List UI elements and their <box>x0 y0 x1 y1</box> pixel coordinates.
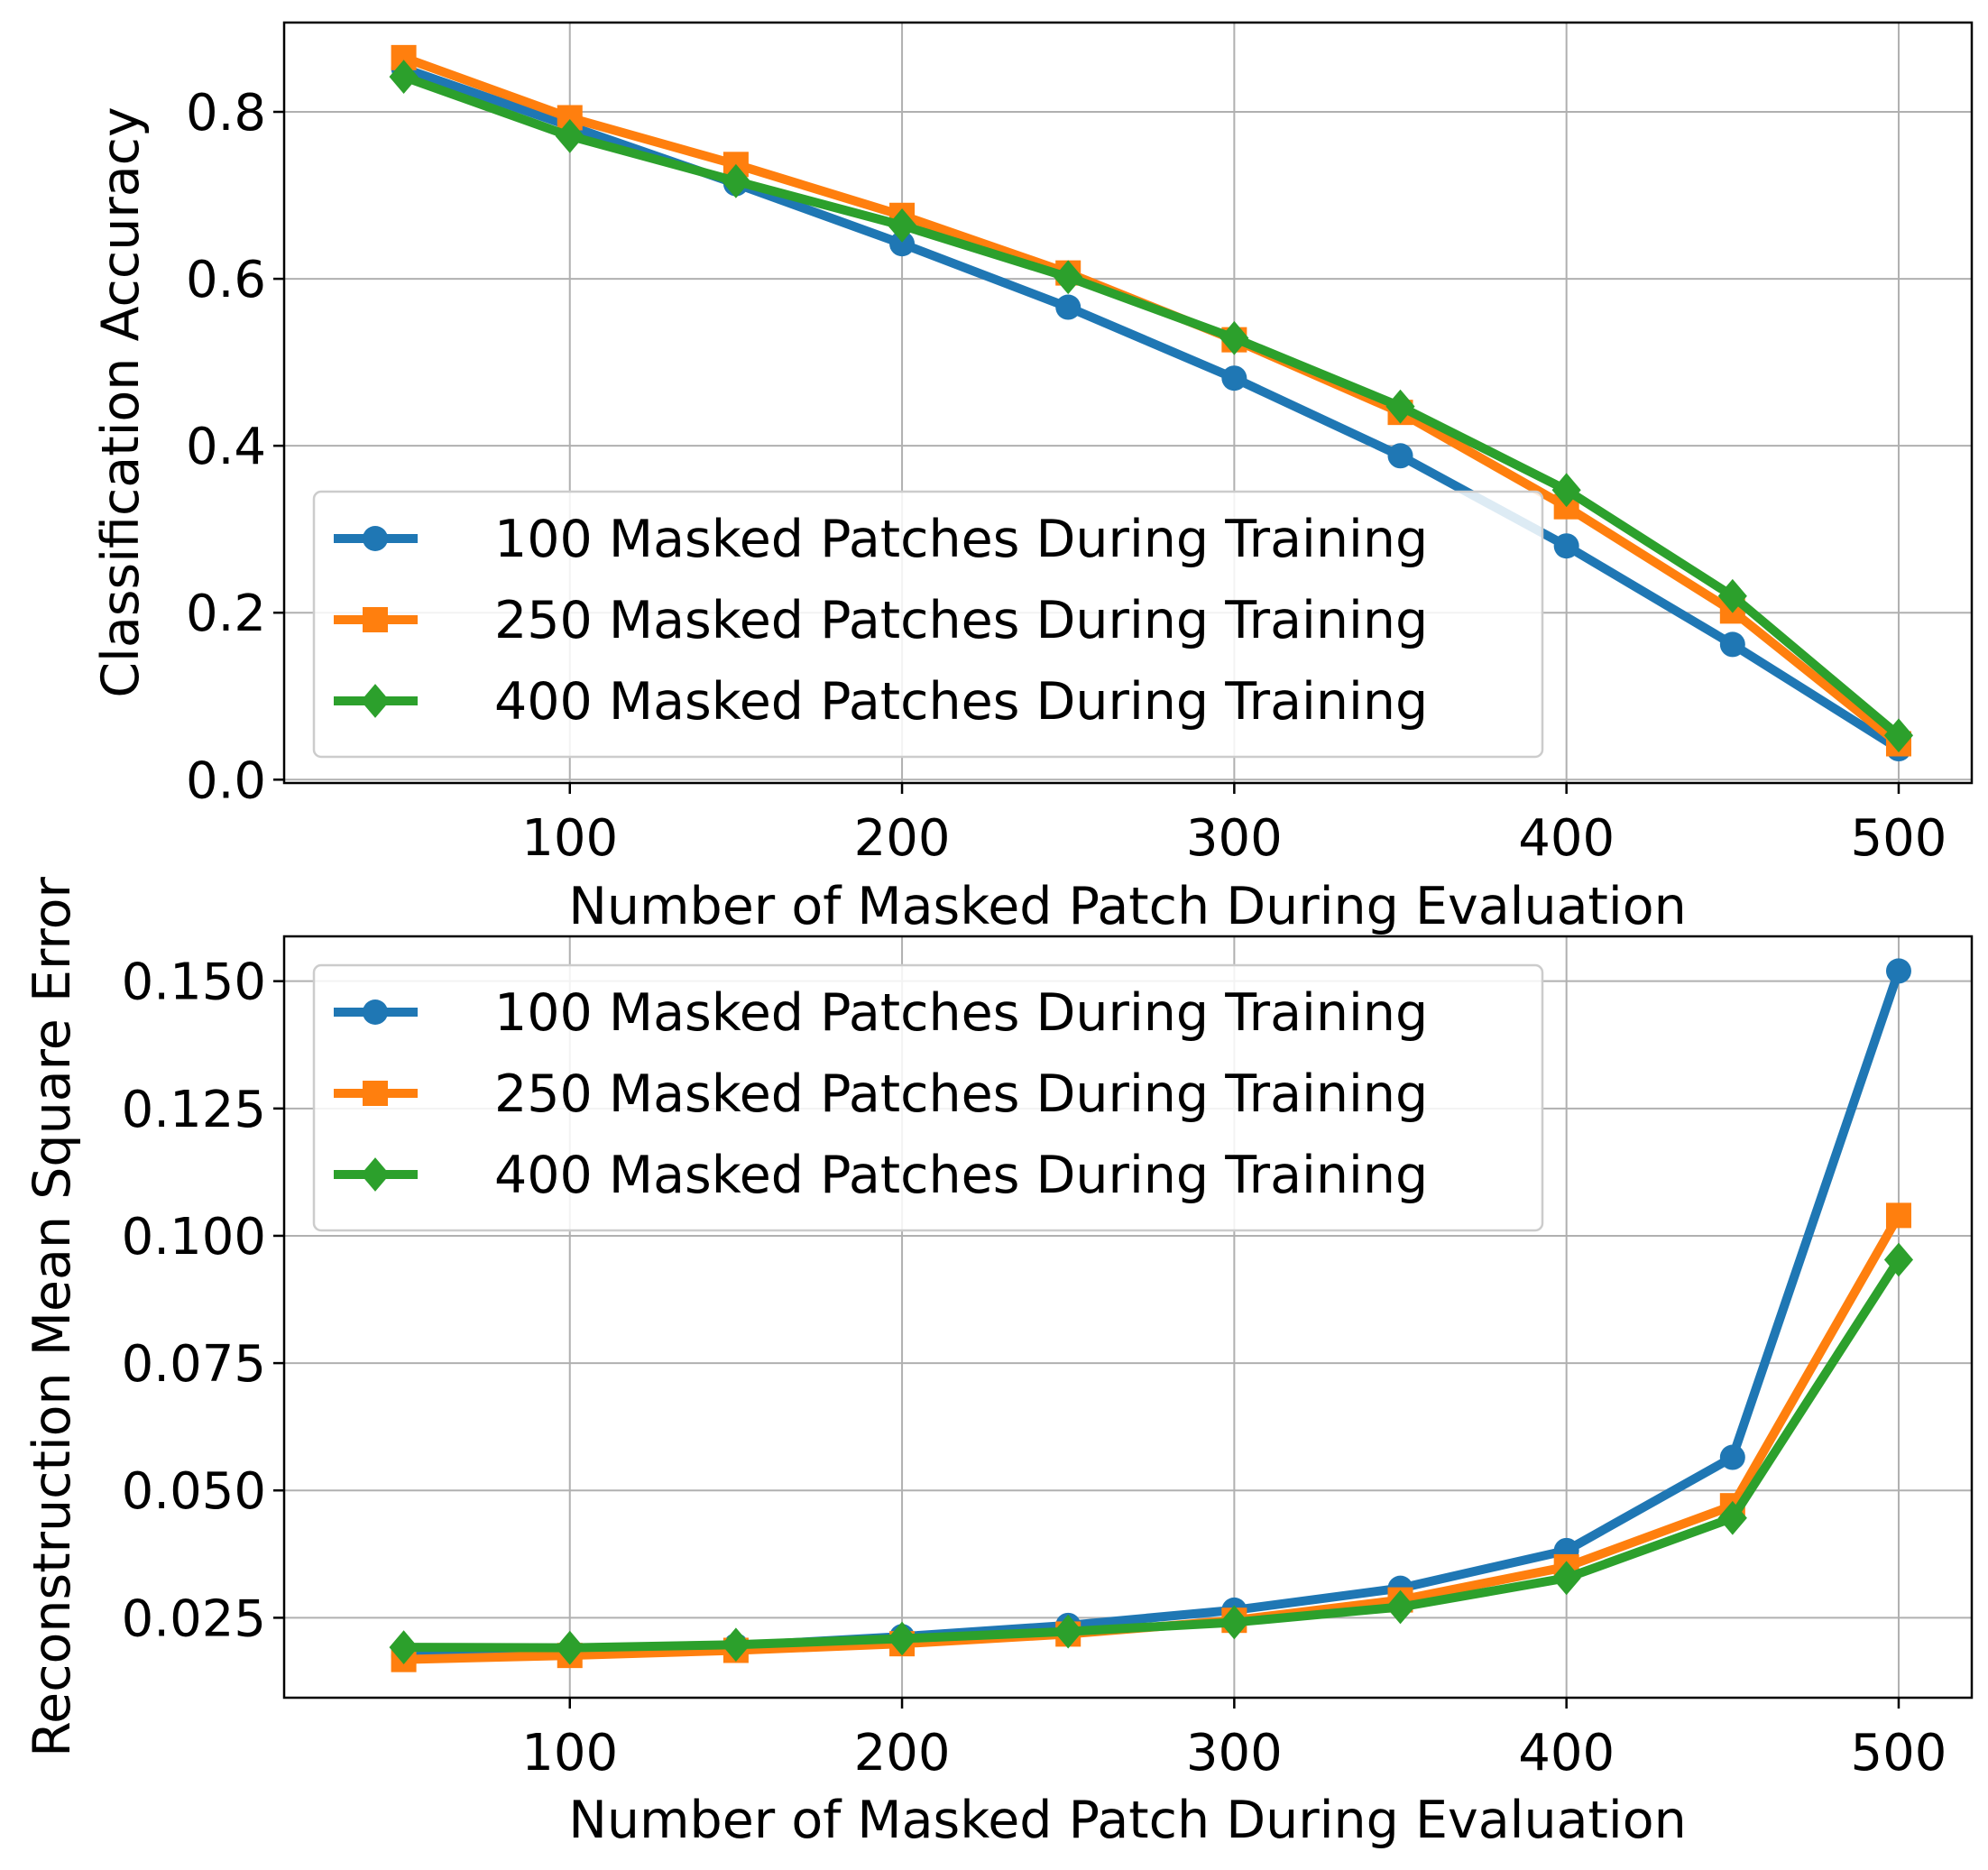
mse-x-axis-label: Number of Masked Patch During Evaluation <box>568 1791 1686 1850</box>
mse-data-point <box>1717 1500 1747 1535</box>
accuracy-data-point <box>1719 631 1745 658</box>
mse-x-tick-label: 200 <box>854 1724 951 1782</box>
mse-data-point <box>721 1627 750 1663</box>
mse-series-3 <box>389 1242 1914 1665</box>
accuracy-data-point <box>1387 443 1413 469</box>
accuracy-data-point <box>887 207 917 243</box>
mse-plot-frame <box>282 935 1974 1700</box>
accuracy-y-tick-label: 0.4 <box>186 418 266 476</box>
mse-legend-box <box>312 963 1544 1232</box>
mse-data-point <box>1883 1242 1914 1277</box>
mse-legend-label: 100 Masked Patches During Training <box>494 983 1428 1043</box>
accuracy-data-point <box>1385 389 1415 424</box>
accuracy-legend-label: 100 Masked Patches During Training <box>494 510 1428 569</box>
accuracy-data-point <box>1221 365 1247 392</box>
accuracy-y-tick-label: 0.2 <box>186 585 266 643</box>
accuracy-x-tick-label: 300 <box>1186 809 1283 868</box>
accuracy-data-point <box>1551 473 1581 508</box>
accuracy-legend-box <box>312 490 1544 759</box>
mse-data-point <box>1885 1202 1911 1229</box>
mse-x-tick-label: 500 <box>1851 1724 1947 1782</box>
mse-subplot: 100 200 300 400 500 0.025 0.050 0.075 0.100 0.125… <box>23 877 1974 1850</box>
mse-legend-label: 250 Masked Patches During Training <box>494 1064 1428 1124</box>
accuracy-legend-item: 100 Masked Patches During Training <box>334 510 1428 569</box>
accuracy-x-tick-label: 500 <box>1851 809 1947 868</box>
accuracy-legend: 100 Masked Patches During Training 250 Ma… <box>312 490 1544 759</box>
accuracy-data-point <box>1883 718 1914 753</box>
mse-legend-label: 400 Masked Patches During Training <box>494 1146 1428 1205</box>
accuracy-data-point <box>1055 294 1081 320</box>
accuracy-legend-label: 250 Masked Patches During Training <box>494 591 1428 650</box>
mse-y-tick-label: 0.150 <box>122 953 266 1012</box>
accuracy-y-axis-label: Classification Accuracy <box>91 106 151 698</box>
accuracy-series-3 <box>389 60 1914 753</box>
mse-series-line <box>399 1255 1903 1653</box>
accuracy-data-point <box>1219 320 1249 355</box>
mse-x-tick-label: 300 <box>1186 1724 1283 1782</box>
mse-legend-item: 100 Masked Patches During Training <box>334 983 1428 1043</box>
accuracy-legend-marker <box>363 607 388 632</box>
mse-y-tick-label: 0.075 <box>122 1335 266 1394</box>
mse-data-point <box>389 1630 419 1665</box>
mse-y-tick-label: 0.025 <box>122 1589 266 1648</box>
accuracy-data-point <box>721 163 750 198</box>
mse-ticks: 100 200 300 400 500 0.025 0.050 0.075 0.100 0.125… <box>122 953 1947 1782</box>
accuracy-legend-item: 250 Masked Patches During Training <box>334 591 1428 650</box>
mse-x-tick-label: 100 <box>521 1724 618 1782</box>
mse-y-tick-label: 0.125 <box>122 1081 266 1139</box>
accuracy-data-point <box>1717 578 1747 613</box>
mse-series <box>389 958 1914 1672</box>
accuracy-legend-label: 400 Masked Patches During Training <box>494 672 1428 732</box>
mse-legend-item: 250 Masked Patches During Training <box>334 1064 1428 1124</box>
mse-legend-marker <box>360 1157 391 1192</box>
mse-y-tick-label: 0.100 <box>122 1208 266 1267</box>
accuracy-x-tick-label: 400 <box>1518 809 1615 868</box>
accuracy-series <box>389 44 1914 762</box>
accuracy-plot-frame <box>282 21 1974 785</box>
accuracy-y-tick-label: 0.6 <box>186 251 266 309</box>
accuracy-subplot: 100 200 300 400 500 0.0 0.2 0.4 0.6 0.8 Number of… <box>91 21 1974 936</box>
mse-data-point <box>555 1630 584 1665</box>
mse-legend-marker <box>363 1081 388 1106</box>
mse-data-point <box>1719 1444 1745 1470</box>
accuracy-data-point <box>1054 260 1083 295</box>
mse-x-tick-label: 400 <box>1518 1724 1615 1782</box>
accuracy-legend-marker <box>363 526 388 551</box>
accuracy-x-axis-label: Number of Masked Patch During Evaluation <box>568 877 1686 936</box>
accuracy-ticks: 100 200 300 400 500 0.0 0.2 0.4 0.6 0.8 <box>186 84 1947 868</box>
mse-y-tick-label: 0.050 <box>122 1462 266 1521</box>
mse-legend-marker <box>363 999 388 1025</box>
mse-data-point <box>1885 958 1911 984</box>
accuracy-y-tick-label: 0.8 <box>186 84 266 143</box>
mse-legend-item: 400 Masked Patches During Training <box>334 1146 1428 1205</box>
accuracy-x-tick-label: 100 <box>521 809 618 868</box>
accuracy-data-point <box>389 60 419 95</box>
accuracy-legend-marker <box>360 684 391 718</box>
accuracy-grid <box>284 23 1972 783</box>
accuracy-legend-item: 400 Masked Patches During Training <box>334 672 1428 732</box>
accuracy-data-point <box>889 231 916 257</box>
mse-data-point <box>1054 1614 1083 1649</box>
mse-legend: 100 Masked Patches During Training 250 Ma… <box>312 963 1544 1232</box>
accuracy-x-tick-label: 200 <box>854 809 951 868</box>
mse-data-point <box>1551 1561 1581 1596</box>
mse-data-point <box>1385 1589 1415 1625</box>
mse-data-point <box>887 1621 917 1656</box>
mse-y-axis-label: Reconstruction Mean Square Error <box>23 877 82 1757</box>
accuracy-y-tick-label: 0.0 <box>186 751 266 810</box>
mse-data-point <box>1219 1605 1249 1640</box>
accuracy-series-line <box>399 72 1903 741</box>
accuracy-data-point <box>1553 533 1579 559</box>
accuracy-data-point <box>555 118 584 153</box>
